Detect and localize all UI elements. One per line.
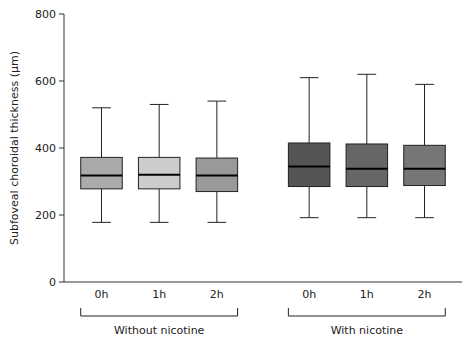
y-tick	[59, 14, 64, 15]
whisker-high	[424, 84, 425, 145]
box	[81, 157, 123, 188]
x-tick-label: 1h	[152, 288, 166, 301]
whisker-low	[424, 186, 425, 218]
cap-low	[357, 217, 376, 218]
cap-high	[92, 107, 111, 108]
x-tick-label: 0h	[302, 288, 316, 301]
box	[346, 144, 388, 187]
whisker-high	[101, 108, 102, 158]
median	[404, 168, 446, 170]
median	[196, 174, 238, 176]
plot-area	[81, 74, 446, 222]
box	[138, 157, 180, 188]
y-tick	[59, 81, 64, 82]
whisker-low	[309, 187, 310, 218]
whisker-low	[216, 192, 217, 223]
whisker-high	[216, 101, 217, 158]
cap-high	[150, 104, 169, 105]
cap-high	[357, 74, 376, 75]
cap-low	[92, 222, 111, 223]
whisker-low	[101, 189, 102, 223]
cap-low	[415, 217, 434, 218]
x-axis	[64, 282, 462, 283]
cap-high	[300, 77, 319, 78]
median	[288, 165, 330, 167]
x-tick-label: 1h	[360, 288, 374, 301]
y-tick	[59, 215, 64, 216]
median	[81, 174, 123, 176]
whisker-low	[159, 189, 160, 223]
y-tick-label: 400	[35, 142, 56, 155]
whisker-high	[309, 78, 310, 143]
cap-low	[300, 217, 319, 218]
y-tick-label: 200	[35, 209, 56, 222]
x-tick-label: 0h	[95, 288, 109, 301]
whisker-high	[366, 74, 367, 144]
box	[288, 143, 330, 187]
whisker-high	[159, 104, 160, 157]
cap-high	[415, 84, 434, 85]
chart: 0 200 400 600 800 Subfoveal choroidal thickne…	[0, 0, 474, 362]
y-tick	[59, 282, 64, 283]
group-bracket	[81, 308, 238, 316]
y-tick-label: 600	[35, 75, 56, 88]
group-label: With nicotine	[331, 324, 404, 337]
y-tick	[59, 148, 64, 149]
x-tick-label: 2h	[210, 288, 224, 301]
median	[346, 168, 388, 170]
whisker-low	[366, 187, 367, 218]
y-tick-label: 800	[35, 8, 56, 21]
group-bracket	[288, 308, 445, 316]
y-tick-label: 0	[49, 276, 56, 289]
group-label: Without nicotine	[114, 324, 205, 337]
box	[404, 145, 446, 185]
box	[196, 158, 238, 192]
x-tick-label: 2h	[418, 288, 432, 301]
y-axis-label: Subfoveal choroidal thickness (μm)	[8, 51, 21, 245]
cap-low	[208, 222, 227, 223]
cap-high	[208, 101, 227, 102]
median	[138, 174, 180, 176]
cap-low	[150, 222, 169, 223]
